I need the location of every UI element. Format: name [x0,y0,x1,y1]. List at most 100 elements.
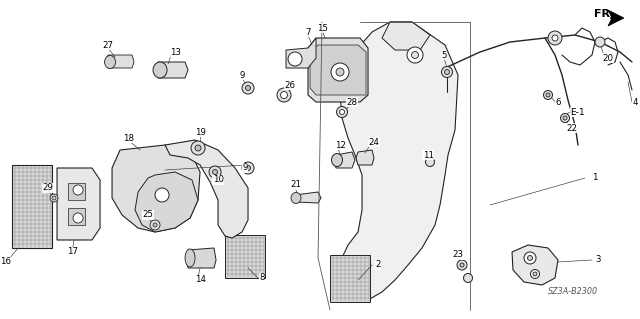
Ellipse shape [527,256,532,261]
Text: 20: 20 [602,54,614,63]
Text: 19: 19 [195,128,205,137]
Polygon shape [382,22,430,50]
Ellipse shape [195,145,201,151]
Ellipse shape [340,109,344,115]
Text: FR.: FR. [594,9,614,19]
Ellipse shape [337,107,348,117]
Ellipse shape [150,220,160,230]
Text: 1: 1 [592,174,598,182]
Ellipse shape [561,114,570,122]
Text: 13: 13 [170,48,180,56]
Text: 17: 17 [67,248,77,256]
Polygon shape [356,150,374,165]
Ellipse shape [460,263,464,267]
Polygon shape [186,248,216,268]
Ellipse shape [548,31,562,45]
Ellipse shape [445,70,449,75]
Polygon shape [286,38,316,68]
Ellipse shape [552,35,558,41]
Ellipse shape [463,273,472,283]
Text: 27: 27 [102,41,113,49]
Ellipse shape [531,270,540,278]
Text: 7: 7 [305,27,311,36]
Polygon shape [310,45,366,95]
Polygon shape [135,172,198,232]
Ellipse shape [457,260,467,270]
Polygon shape [112,145,200,232]
Polygon shape [333,152,355,168]
Polygon shape [608,10,624,26]
Ellipse shape [332,153,342,167]
Text: 11: 11 [422,151,433,160]
Polygon shape [308,38,368,102]
Text: 28: 28 [346,98,358,107]
Ellipse shape [242,162,254,174]
Ellipse shape [153,62,167,78]
Text: 18: 18 [122,134,134,143]
Text: SZ3A-B2300: SZ3A-B2300 [548,287,598,296]
Text: 16: 16 [0,257,10,266]
Text: 26: 26 [285,80,296,90]
Polygon shape [12,165,52,248]
Ellipse shape [595,37,605,47]
Ellipse shape [73,213,83,223]
Ellipse shape [242,82,254,94]
Ellipse shape [563,116,567,120]
Ellipse shape [191,141,205,155]
Polygon shape [155,62,188,78]
Ellipse shape [280,92,287,99]
Polygon shape [68,208,85,225]
Ellipse shape [412,51,419,58]
Text: 10: 10 [212,175,223,184]
Text: 25: 25 [143,211,154,219]
Text: 4: 4 [632,98,637,107]
Text: 8: 8 [259,273,265,283]
Polygon shape [512,245,558,285]
Ellipse shape [185,249,195,267]
Text: 24: 24 [369,137,380,146]
Text: 9: 9 [239,70,244,79]
Text: 2: 2 [375,261,381,270]
Ellipse shape [155,188,169,202]
Polygon shape [68,183,85,200]
Ellipse shape [407,47,423,63]
Text: 15: 15 [317,24,328,33]
Text: 5: 5 [441,50,447,60]
Ellipse shape [50,194,58,202]
Ellipse shape [288,52,302,66]
Ellipse shape [104,56,116,69]
Ellipse shape [212,169,218,174]
Ellipse shape [52,196,56,200]
Ellipse shape [524,252,536,264]
Polygon shape [57,168,100,240]
Polygon shape [225,235,265,278]
Polygon shape [106,55,134,68]
Text: 9: 9 [243,164,248,173]
Text: 3: 3 [595,256,601,264]
Polygon shape [338,22,458,300]
Ellipse shape [331,63,349,81]
Ellipse shape [533,272,537,276]
Ellipse shape [277,88,291,102]
Text: 29: 29 [43,183,54,192]
Text: 22: 22 [566,123,577,132]
Ellipse shape [73,185,83,195]
Ellipse shape [291,192,301,204]
Ellipse shape [246,166,250,170]
Text: 23: 23 [452,250,463,259]
Polygon shape [330,255,370,302]
Text: 21: 21 [291,181,301,189]
Polygon shape [165,140,248,238]
Ellipse shape [442,66,452,78]
Ellipse shape [426,158,435,167]
Ellipse shape [246,85,250,91]
Ellipse shape [543,91,552,100]
Text: 14: 14 [195,276,205,285]
Ellipse shape [546,93,550,97]
Polygon shape [292,192,321,203]
Ellipse shape [209,166,221,178]
Text: 12: 12 [335,140,346,150]
Ellipse shape [153,223,157,227]
Text: E-1: E-1 [570,108,584,116]
Ellipse shape [336,68,344,76]
